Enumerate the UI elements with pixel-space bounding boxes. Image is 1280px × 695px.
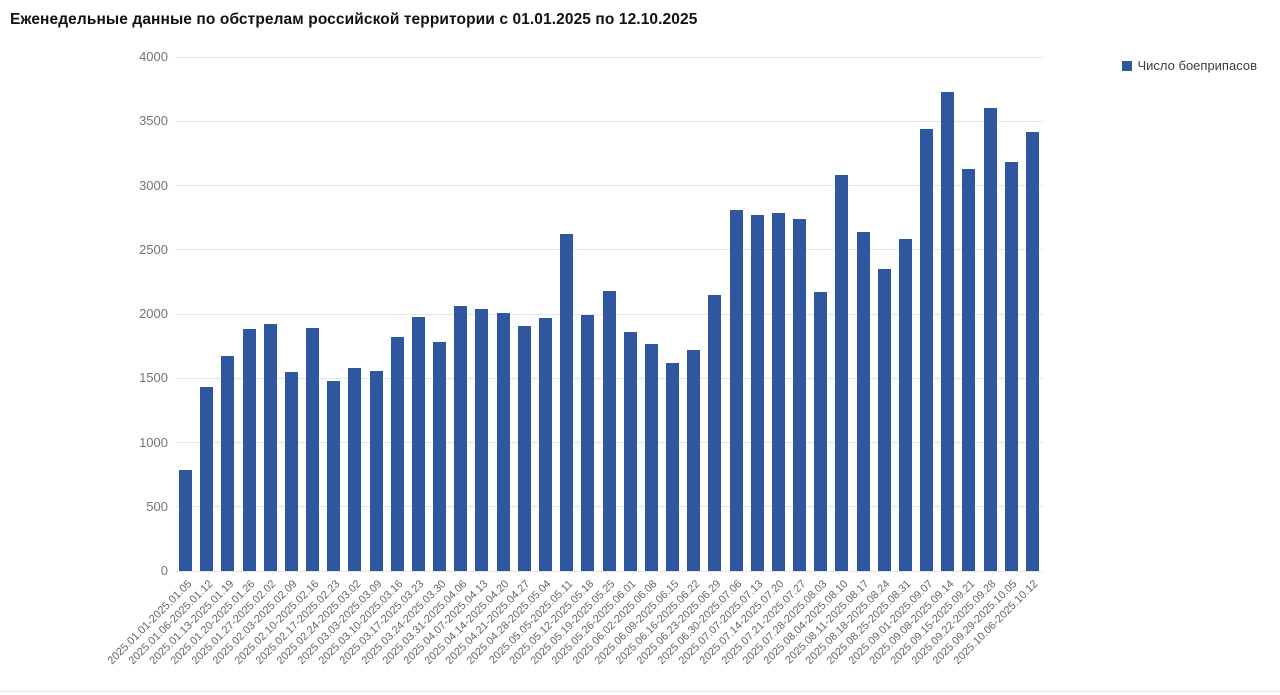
y-tick-label: 2000	[139, 306, 168, 321]
bar-2025.01.01-2025.01.05	[179, 469, 193, 571]
bar-2025.01.20-2025.01.26	[242, 329, 256, 571]
bar-2025.05.19-2025.05.25	[602, 290, 616, 571]
y-tick-label: 500	[146, 498, 168, 514]
bar-2025.03.10-2025.03.16	[390, 337, 404, 571]
legend-marker-icon	[1121, 60, 1132, 71]
bar-2025.06.16-2025.06.22	[687, 349, 701, 571]
bar-2025.09.22-2025.09.28	[983, 108, 997, 571]
bar-2025.04.07-2025.04.13	[475, 308, 489, 571]
legend-label: Число боеприпасов	[1137, 58, 1258, 73]
bar-2025.06.23-2025.06.29	[708, 294, 722, 571]
bar-2025.05.12-2025.05.18	[581, 315, 595, 571]
bar-2025.10.06-2025.10.12	[1025, 131, 1039, 571]
gridline	[175, 56, 1043, 58]
bar-2025.04.28-2025.05.04	[538, 317, 552, 571]
bar-2025.01.06-2025.01.12	[200, 387, 214, 571]
y-tick-label: 3500	[139, 113, 168, 129]
bar-2025.07.21-2025.07.27	[793, 218, 807, 571]
bar-2025.06.30-2025.07.06	[729, 209, 743, 571]
gridline	[175, 249, 1043, 251]
bar-2025.08.25-2025.08.31	[898, 239, 912, 571]
plot-area	[175, 56, 1043, 572]
y-tick-label: 1000	[139, 434, 168, 450]
bar-2025.06.09-2025.06.15	[666, 362, 679, 571]
y-tick-label: 4000	[139, 49, 168, 64]
gridline	[175, 185, 1043, 186]
bar-2025.07.14-2025.07.20	[771, 212, 785, 571]
bar-2025.09.29-2025.10.05	[1004, 162, 1018, 571]
bar-2025.08.11-2025.08.17	[856, 231, 870, 571]
bar-2025.08.04-2025.08.10	[835, 175, 849, 571]
bar-2025.01.27-2025.02.02	[263, 324, 277, 571]
y-tick-label: 3000	[139, 177, 168, 193]
bar-2025.08.18-2025.08.24	[877, 269, 891, 571]
chart-title: Еженедельные данные по обстрелам российс…	[10, 11, 698, 28]
bar-2025.02.17-2025.02.23	[327, 380, 341, 571]
gridline	[175, 570, 1043, 572]
bar-2025.03.31-2025.04.06	[454, 306, 468, 571]
bar-2025.07.07-2025.07.13	[750, 215, 764, 571]
bar-2025.03.17-2025.03.23	[411, 316, 425, 571]
bar-2025.03.03-2025.03.09	[369, 370, 383, 571]
bar-2025.04.14-2025.04.20	[496, 312, 510, 571]
bar-2025.09.01-2025.09.07	[920, 128, 934, 571]
bar-2025.05.26-2025.06.01	[623, 332, 637, 571]
legend-item-munitions[interactable]: Число боеприпасов	[1121, 58, 1258, 73]
bar-2025.03.24-2025.03.30	[433, 342, 447, 571]
y-tick-label: 2500	[139, 241, 168, 257]
bar-2025.05.05-2025.05.11	[560, 234, 574, 571]
bar-2025.09.08-2025.09.14	[941, 91, 955, 571]
bar-2025.02.10-2025.02.16	[306, 328, 320, 571]
bottom-divider	[0, 691, 1280, 692]
bar-2025.07.28-2025.08.03	[814, 292, 828, 571]
y-tick-label: 0	[160, 563, 168, 578]
bar-2025.02.24-2025.03.02	[348, 367, 362, 571]
bar-2025.09.15-2025.09.21	[962, 168, 976, 571]
bar-2025.04.21-2025.04.27	[517, 325, 531, 571]
bar-2025.02.03-2025.02.09	[284, 371, 298, 571]
y-tick-label: 1500	[139, 370, 168, 386]
bar-2025.06.02-2025.06.08	[644, 343, 658, 571]
bar-2025.01.13-2025.01.19	[221, 356, 235, 571]
gridline	[175, 120, 1043, 122]
